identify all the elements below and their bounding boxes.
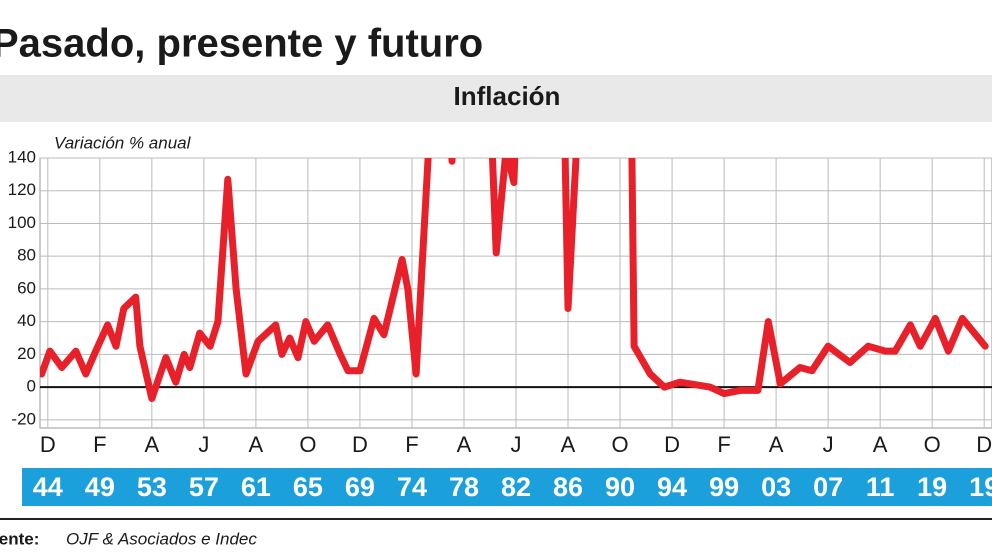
year-label: 94 [657, 472, 687, 502]
x-tick-label: F [405, 432, 418, 457]
year-label: 44 [33, 472, 63, 502]
year-label: 90 [605, 472, 635, 502]
chart-subtitle: Inflación [454, 81, 561, 111]
year-label: 07 [813, 472, 843, 502]
x-tick-label: D [352, 432, 368, 457]
chart-title: Pasado, presente y futuro [0, 22, 483, 66]
subtitle-band [0, 75, 992, 122]
x-tick-label: D [976, 432, 992, 457]
x-tick-label: A [873, 432, 888, 457]
y-tick-label: 0 [27, 377, 36, 396]
data-line [40, 158, 989, 402]
year-label: 86 [553, 472, 583, 502]
y-tick-label: 140 [8, 147, 36, 166]
x-tick-label: A [145, 432, 160, 457]
y-tick-label: -20 [11, 409, 36, 428]
year-label: 53 [137, 472, 167, 502]
x-tick-label: J [511, 432, 522, 457]
year-label: 65 [293, 472, 323, 502]
x-tick-label: F [717, 432, 730, 457]
year-label: 61 [241, 472, 271, 502]
x-tick-label: A [769, 432, 784, 457]
x-tick-label: A [457, 432, 472, 457]
x-tick-label: D [40, 432, 56, 457]
y-tick-label: 100 [8, 213, 36, 232]
source: OJF & Asociados e Indec [66, 529, 257, 548]
year-label: 11 [866, 472, 895, 502]
source-label: Fuente: [0, 529, 39, 548]
x-tick-label: F [93, 432, 106, 457]
y-tick-label: 120 [8, 180, 36, 199]
y-tick-label: 20 [17, 344, 36, 363]
x-tick-label: D [664, 432, 680, 457]
x-tick-label: J [823, 432, 834, 457]
x-tick-label: J [198, 432, 209, 457]
y-tick-label: 60 [17, 278, 36, 297]
year-label: 74 [397, 472, 427, 502]
year-label: 57 [189, 472, 219, 502]
year-label: 03 [761, 472, 791, 502]
x-tick-label: O [611, 432, 628, 457]
year-label: 78 [449, 472, 479, 502]
year-label: 99 [709, 472, 739, 502]
year-label: 19 [917, 472, 947, 502]
year-label: 69 [345, 472, 375, 502]
x-tick-label: O [924, 432, 941, 457]
y-tick-label: 80 [17, 246, 36, 265]
year-label: 82 [501, 472, 531, 502]
x-tick-label: O [299, 432, 316, 457]
y-axis-label: Variación % anual [54, 133, 192, 152]
year-label: 49 [85, 472, 115, 502]
year-band [22, 468, 992, 506]
x-tick-label: A [561, 432, 576, 457]
year-label: 19 [969, 472, 992, 502]
x-tick-label: A [249, 432, 264, 457]
y-tick-label: 40 [17, 311, 36, 330]
